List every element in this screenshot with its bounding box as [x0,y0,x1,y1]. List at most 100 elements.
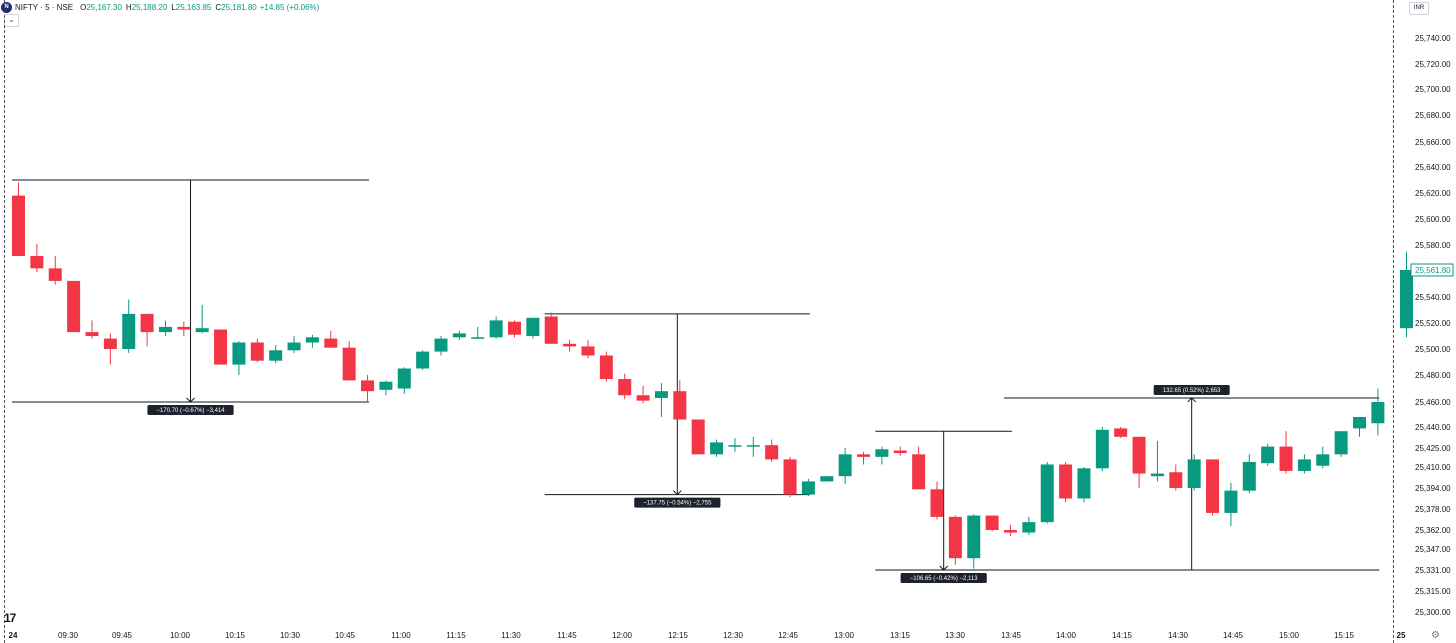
candle-body [526,317,540,336]
candle-body [250,342,264,361]
y-tick-label: 25,315.00 [1415,587,1451,596]
x-tick-label: 09:45 [112,631,133,640]
x-tick-label: 12:00 [612,631,633,640]
candle-body [673,391,687,420]
x-tick-label: 15:00 [1279,631,1300,640]
candle-body [379,381,393,390]
candle-body [48,268,62,281]
candle-body [67,280,81,333]
measure-arrowhead [186,397,195,403]
measure-label-box [147,405,234,415]
candle-body [1169,472,1183,488]
candle-body [1297,459,1311,471]
candle-body [361,380,375,392]
candle-body [1316,454,1330,466]
measure-arrowhead [1187,397,1197,403]
candle-body [1040,464,1054,523]
symbol-legend: N NIFTY · 5 · NSE O 25,167.30 H 25,188.20 … [0,0,322,14]
candle-body [1132,436,1146,474]
candle-body [544,316,558,344]
gear-icon[interactable]: ⚙ [1431,630,1440,641]
candle-body [342,347,356,381]
candle-body [287,342,301,351]
candle-body [654,391,668,398]
y-tick-label: 25,480.00 [1415,371,1451,380]
collapse-legend-chevron-icon[interactable]: ⌄ [4,14,19,27]
y-tick-label: 25,740.00 [1415,34,1451,43]
candle-body [710,442,724,455]
candle-body [967,515,981,559]
x-tick-label: 13:00 [834,631,855,640]
y-tick-label: 25,580.00 [1415,241,1451,250]
candle-body [324,338,338,348]
currency-button[interactable]: INR [1409,2,1429,15]
candle-body [416,351,430,369]
measure-label-box [900,573,987,583]
candle-body [930,489,944,517]
x-tick-label: 14:45 [1223,631,1244,640]
candle-body [820,476,834,482]
symbol-logo-icon[interactable]: N [1,1,12,13]
candle-body [195,328,209,333]
candle-body [122,313,136,349]
candle-body [158,326,172,333]
y-tick-label: 25,362.00 [1415,526,1451,535]
candle-body [783,459,797,495]
x-tick-label: 12:45 [778,631,799,640]
y-tick-label: 25,700.00 [1415,85,1451,94]
candle-body [397,368,411,389]
candle-body [12,195,25,256]
measure-arrowhead [939,565,949,571]
y-tick-label: 25,460.00 [1415,398,1451,407]
candle-body [1003,530,1017,533]
measure-label: −106.65 (−0.42%) −2,113 [910,576,978,582]
x-tick-label: 14:15 [1112,631,1133,640]
candle-body [140,313,154,333]
x-tick-label: 10:30 [280,631,301,640]
tradingview-logo-icon[interactable]: 17 [4,611,16,625]
x-tick-label: 13:45 [1001,631,1022,640]
candle-body [1242,461,1256,491]
close-key: C [215,2,222,12]
open-key: O [80,2,87,12]
candle-body [1371,402,1385,424]
y-tick-label: 25,331.00 [1415,566,1451,575]
candle-body [1095,429,1109,469]
y-tick-label: 25,680.00 [1415,111,1451,120]
candle-body [269,350,283,361]
candle-body [1022,522,1036,533]
measure-label: −170.70 (−0.67%) −3,414 [156,408,225,414]
candle-body [948,516,962,559]
x-tick-label: 11:15 [446,631,466,640]
candle-body [801,481,815,495]
x-tick-label: 11:00 [391,631,411,640]
candle-body [1187,459,1201,488]
symbol-title[interactable]: NIFTY · 5 · NSE [15,2,74,12]
candle-body [581,346,595,356]
x-tick-label: 13:30 [945,631,966,640]
candle-body [691,419,705,455]
candle-body [30,255,44,269]
candle-body [103,338,117,349]
candle-body [1279,446,1293,471]
candle-body [1206,459,1220,513]
candle-body [618,379,632,396]
low-key: L [171,2,176,12]
x-tick-label: 12:15 [668,631,689,640]
candle-body [214,329,228,365]
candle-body [507,321,521,335]
x-tick-label: 13:15 [890,631,911,640]
candle-body [1114,428,1128,437]
high-value: 25,188.20 [131,2,168,12]
change-value: +14.85 (+0.06%) [259,2,320,12]
candle-body [912,454,926,490]
y-tick-label: 25,410.00 [1415,463,1451,472]
x-tick-label: 12:30 [723,631,744,640]
x-tick-label: 10:45 [335,631,356,640]
measure-label-box [634,497,721,508]
candle-body [728,445,742,447]
y-tick-label: 25,640.00 [1415,163,1451,172]
y-tick-label: 25,425.00 [1415,444,1451,453]
x-tick-label: 11:30 [501,631,521,640]
